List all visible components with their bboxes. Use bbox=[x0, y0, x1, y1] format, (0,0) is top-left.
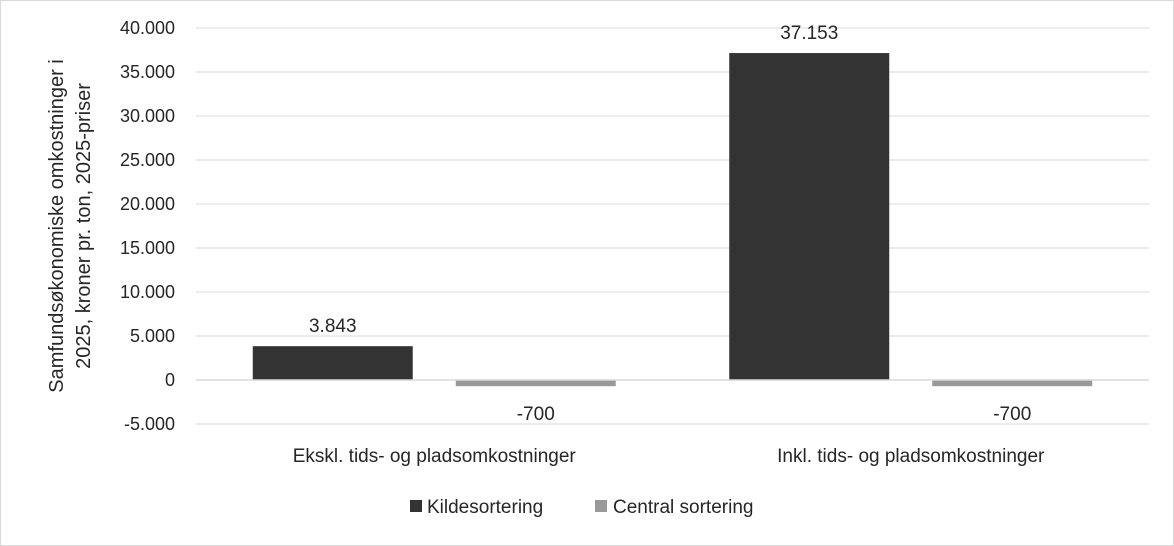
bars bbox=[252, 53, 1093, 387]
gridlines bbox=[196, 27, 1149, 425]
y-tick-label: 40.000 bbox=[120, 18, 175, 38]
x-axis-categories: Ekskl. tids- og pladsomkostninger Inkl. t… bbox=[293, 446, 1045, 467]
legend-label: Central sortering bbox=[613, 497, 753, 518]
data-label: -700 bbox=[993, 404, 1031, 425]
data-label: -700 bbox=[517, 404, 555, 425]
bar-central-sortering bbox=[455, 380, 616, 387]
data-label: 37.153 bbox=[780, 23, 838, 44]
x-category-label: Inkl. tids- og pladsomkostninger bbox=[777, 446, 1045, 467]
y-tick-label: 0 bbox=[165, 370, 175, 390]
bar-central-sortering bbox=[932, 380, 1093, 387]
y-axis-title: Samfundsøkonomiske omkostninger i 2025, k… bbox=[46, 59, 95, 392]
legend-swatch bbox=[410, 500, 422, 512]
data-labels: 3.843 -700 37.153 -700 bbox=[309, 23, 1031, 425]
y-tick-label: 30.000 bbox=[120, 106, 175, 126]
y-tick-label: 20.000 bbox=[120, 194, 175, 214]
y-axis-ticks: -5.000 0 5.000 10.000 15.000 20.000 25.000 30.0… bbox=[120, 18, 175, 434]
y-tick-label: 10.000 bbox=[120, 282, 175, 302]
y-tick-label: 5.000 bbox=[130, 326, 175, 346]
y-tick-label: 25.000 bbox=[120, 150, 175, 170]
legend: Kildesortering Central sortering bbox=[410, 497, 753, 518]
legend-swatch bbox=[595, 500, 607, 512]
y-tick-label: 35.000 bbox=[120, 62, 175, 82]
legend-label: Kildesortering bbox=[427, 497, 543, 518]
y-axis-title-line: 2025, kroner pr. ton, 2025-priser bbox=[73, 83, 95, 369]
bar-kildesortering bbox=[252, 346, 413, 380]
y-tick-label: -5.000 bbox=[124, 414, 175, 434]
bar-kildesortering bbox=[729, 53, 890, 381]
y-tick-label: 15.000 bbox=[120, 238, 175, 258]
data-label: 3.843 bbox=[309, 316, 357, 337]
y-axis-title-line: Samfundsøkonomiske omkostninger i bbox=[46, 59, 68, 392]
x-category-label: Ekskl. tids- og pladsomkostninger bbox=[293, 446, 577, 467]
